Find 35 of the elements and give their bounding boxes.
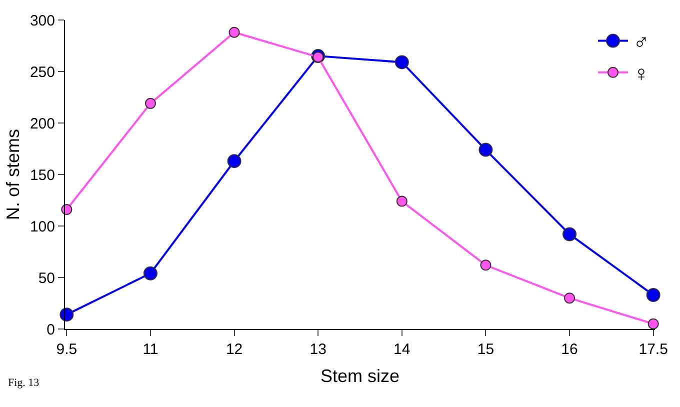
point bbox=[648, 318, 659, 330]
x-tick-label: 9.5 bbox=[56, 341, 78, 358]
caption: Fig. 13 bbox=[8, 377, 40, 389]
legend-label: ♂ bbox=[633, 29, 650, 54]
y-tick-label: 300 bbox=[30, 12, 55, 30]
y-tick-label: 200 bbox=[30, 115, 55, 132]
x-tick-label: 12 bbox=[226, 341, 243, 358]
y-tick-label: 0 bbox=[46, 321, 55, 338]
point bbox=[61, 204, 72, 216]
x-tick-label: 13 bbox=[310, 341, 326, 358]
point bbox=[646, 288, 660, 302]
x-tick-label: 17.5 bbox=[638, 341, 668, 358]
point bbox=[144, 98, 156, 109]
point bbox=[60, 308, 74, 322]
point bbox=[228, 26, 240, 38]
y-tick-label: 250 bbox=[30, 64, 55, 81]
point bbox=[312, 52, 324, 63]
point bbox=[396, 196, 408, 207]
y-tick-label: 100 bbox=[30, 218, 55, 236]
point bbox=[478, 142, 493, 157]
point bbox=[562, 227, 577, 242]
x-tick-label: 16 bbox=[561, 341, 578, 358]
point bbox=[564, 292, 576, 304]
y-tick-label: 150 bbox=[30, 166, 55, 184]
y-tick-label: 50 bbox=[38, 270, 55, 287]
x-tick-label: 11 bbox=[142, 341, 158, 358]
legend-label: ♀ bbox=[633, 60, 650, 86]
point bbox=[394, 55, 409, 70]
y-axis-title: N. of stems bbox=[3, 128, 23, 220]
x-axis-title: Stem size bbox=[320, 366, 400, 386]
point bbox=[480, 260, 492, 271]
x-tick-label: 14 bbox=[394, 341, 410, 358]
x-tick-label: 15 bbox=[477, 341, 494, 358]
point bbox=[143, 266, 158, 280]
point bbox=[227, 154, 242, 168]
